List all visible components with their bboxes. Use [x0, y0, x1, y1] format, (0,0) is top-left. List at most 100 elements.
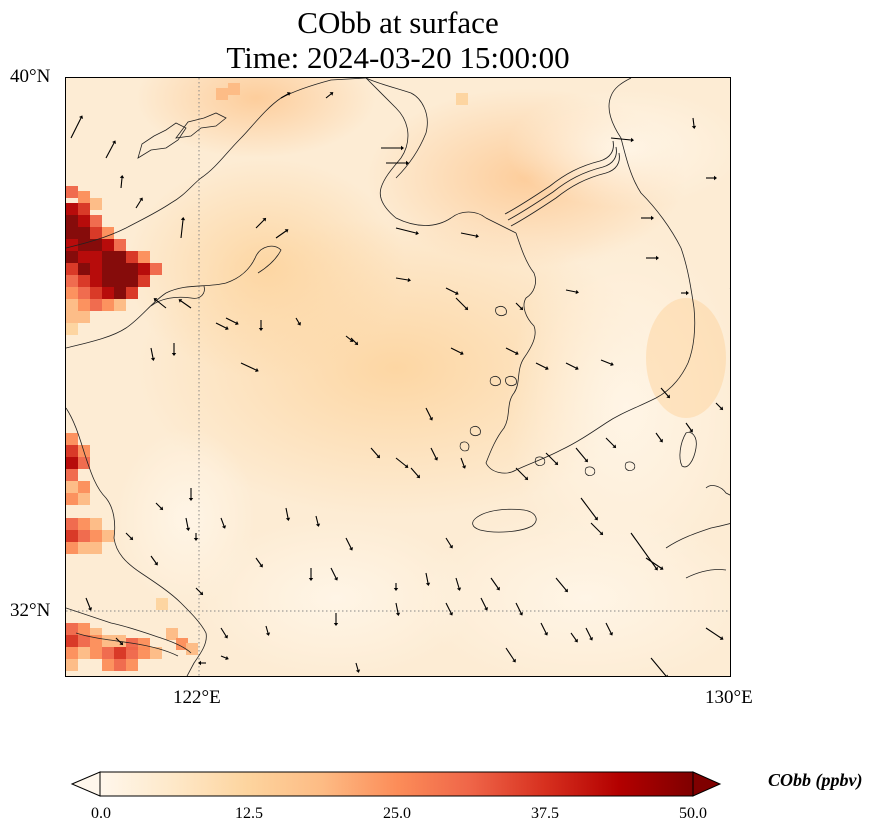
wind-arrow-head — [691, 125, 697, 129]
wind-arrow-head — [425, 582, 431, 586]
wind-arrow — [580, 497, 597, 519]
hotspot-cell — [138, 275, 150, 287]
wind-arrow-head — [666, 394, 670, 399]
wind-arrow-head — [651, 215, 654, 221]
wind-arrow — [70, 117, 82, 139]
wind-arrow-head — [719, 406, 724, 411]
hotspot-cell — [78, 251, 90, 263]
hotspot-cell — [78, 227, 90, 239]
hotspot-cell — [150, 647, 162, 659]
hotspot-cell — [90, 299, 102, 311]
wind-arrow — [240, 362, 257, 371]
wind-arrow — [325, 93, 332, 99]
wind-arrow-head — [334, 577, 338, 581]
hotspot-cell — [456, 93, 468, 105]
wind-arrow — [600, 359, 612, 365]
map-canvas — [66, 78, 730, 676]
wind-arrow-head — [259, 563, 263, 568]
wind-arrow-head — [119, 175, 125, 179]
wind-arrow-head — [188, 498, 194, 501]
wind-arrow-head — [349, 547, 353, 551]
wind-arrow-head — [574, 638, 578, 643]
wind-arrow — [450, 347, 462, 354]
wind-arrow-head — [456, 587, 462, 591]
wind-arrow-head — [656, 255, 659, 261]
wind-arrow-head — [265, 632, 271, 636]
wind-arrow — [350, 337, 357, 344]
wind-arrow — [605, 622, 612, 634]
concentration-field — [66, 78, 730, 676]
wind-arrow-head — [654, 566, 658, 571]
wind-arrow — [195, 587, 202, 594]
hotspot-cell — [66, 530, 78, 542]
wind-arrow-head — [434, 457, 438, 461]
hotspot-cell — [90, 198, 102, 210]
hotspot-cell — [78, 215, 90, 227]
wind-arrow — [410, 467, 419, 477]
hotspot-cell — [66, 623, 78, 635]
hotspot-cell — [150, 263, 162, 275]
wind-arrow — [220, 655, 227, 659]
wind-arrow-head — [449, 544, 453, 549]
wind-arrow-head — [612, 444, 617, 449]
wind-arrow — [255, 557, 262, 566]
hotspot-cell — [114, 263, 126, 275]
hotspot-cell — [90, 263, 102, 275]
wind-arrow-head — [235, 321, 239, 325]
hotspot-cell — [66, 647, 78, 659]
hotspot-cell — [66, 275, 78, 287]
wind-arrow-head — [258, 328, 264, 331]
wind-arrow — [645, 557, 662, 569]
wind-arrow — [120, 177, 123, 189]
wind-arrow — [150, 347, 154, 359]
wind-arrow-head — [496, 586, 500, 591]
hotspot-cell — [126, 275, 138, 287]
wind-arrow — [180, 300, 192, 309]
hotspot-cell — [78, 311, 90, 323]
wind-arrow — [490, 577, 499, 589]
hotspot-cell — [126, 251, 138, 263]
wind-arrow-head — [429, 417, 433, 421]
wind-arrow — [692, 117, 695, 127]
wind-arrow-head — [689, 428, 693, 433]
wind-arrow — [275, 230, 287, 239]
wind-arrow — [185, 517, 189, 529]
wind-arrow-head — [315, 523, 321, 527]
wind-arrow-head — [584, 458, 588, 463]
wind-arrow-head — [461, 465, 467, 469]
hotspot-cell — [114, 659, 126, 671]
hotspot-cell — [228, 83, 240, 95]
wind-arrow — [590, 522, 602, 534]
wind-arrow — [445, 602, 452, 614]
wind-arrow — [395, 457, 407, 467]
wind-arrow-head — [376, 454, 380, 459]
hotspot-cell — [66, 635, 78, 647]
wind-arrow — [455, 577, 460, 589]
wind-arrow-head — [512, 658, 516, 663]
hotspot-cell — [114, 251, 126, 263]
wind-arrow — [330, 567, 337, 579]
hotspot-cell — [102, 275, 114, 287]
wind-arrow-head — [416, 474, 420, 479]
hotspot-cell — [66, 311, 78, 323]
wind-arrow-head — [524, 476, 529, 481]
wind-arrow-head — [519, 612, 523, 616]
colorbar-tick-label: 25.0 — [383, 805, 411, 822]
hotspot-cell — [66, 251, 78, 263]
hotspot-cell — [102, 530, 114, 542]
wind-arrow — [650, 657, 667, 676]
colorbar-extend-max — [692, 771, 722, 797]
wind-arrow-head — [225, 326, 229, 330]
hotspot-cell — [102, 635, 114, 647]
wind-arrow-head — [393, 588, 399, 591]
wind-arrow — [505, 347, 517, 354]
lon-tick-label: 122°E — [173, 687, 221, 708]
hotspot-cell — [78, 239, 90, 251]
wind-arrow — [425, 572, 429, 584]
wind-arrow-head — [686, 290, 689, 296]
hotspot-cell — [166, 628, 178, 640]
wind-arrow — [515, 302, 522, 309]
wind-arrow-head — [297, 321, 301, 326]
wind-arrow — [515, 467, 527, 479]
lon-tick-label: 130°E — [705, 687, 753, 708]
